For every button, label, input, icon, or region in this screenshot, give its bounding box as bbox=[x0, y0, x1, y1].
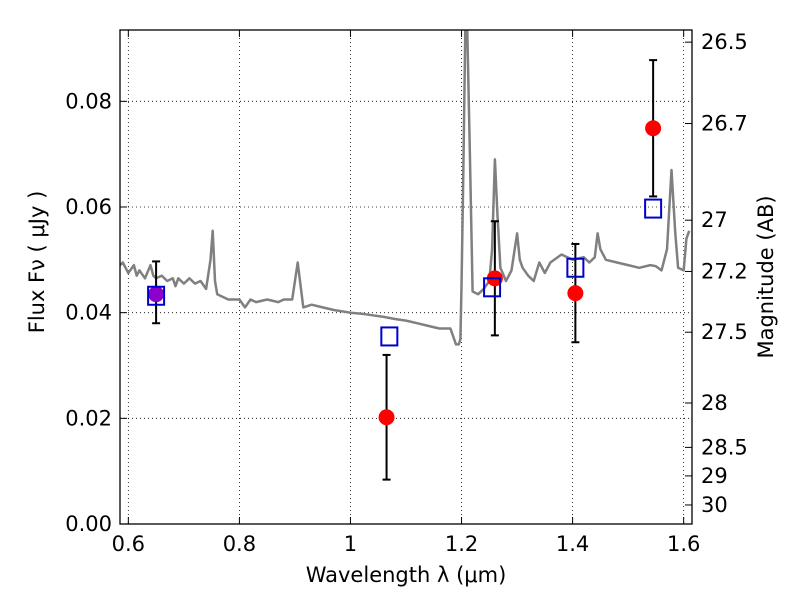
model-point bbox=[380, 326, 399, 347]
x-tick-label: 1.6 bbox=[667, 532, 700, 556]
y-axis-right-title: Magnitude (AB) bbox=[754, 195, 778, 358]
x-tick-label: 1.4 bbox=[556, 532, 589, 556]
mag-tick-label: 28.5 bbox=[701, 435, 748, 459]
ticks: 0.6 0.8 1 1.2 1.4 1.6 0.00 0.02 0.04 0.06 0.08 26.5… bbox=[65, 30, 748, 556]
grid-lines bbox=[120, 30, 692, 525]
mag-tick-label: 27 bbox=[701, 208, 728, 232]
plot-area bbox=[120, 30, 691, 481]
x-tick-label: 0.6 bbox=[112, 532, 145, 556]
x-tick-label: 1.2 bbox=[445, 532, 478, 556]
y-tick-label: 0.08 bbox=[65, 89, 112, 113]
y-tick-label: 0.02 bbox=[65, 406, 112, 430]
y-axis-title: Flux Fν ( μJy ) bbox=[25, 191, 49, 334]
x-tick-label: 1 bbox=[344, 532, 357, 556]
model-point bbox=[147, 285, 166, 306]
observed-point bbox=[148, 286, 165, 303]
mag-tick-label: 29 bbox=[701, 464, 728, 488]
y-tick-label: 0.04 bbox=[65, 301, 112, 325]
x-axis-title: Wavelength λ (μm) bbox=[306, 563, 507, 587]
mag-tick-label: 27.5 bbox=[701, 320, 748, 344]
spectrum-line bbox=[120, 30, 691, 346]
model-point bbox=[644, 198, 663, 219]
observed-point bbox=[567, 285, 584, 302]
mag-tick-label: 26.7 bbox=[701, 112, 748, 136]
plot-frame bbox=[119, 29, 693, 525]
mag-tick-label: 27.2 bbox=[701, 259, 748, 283]
y-tick-label: 0.06 bbox=[65, 195, 112, 219]
mag-tick-label: 30 bbox=[701, 493, 728, 517]
x-tick-label: 0.8 bbox=[223, 532, 256, 556]
model-point bbox=[566, 257, 585, 278]
observed-point bbox=[645, 120, 662, 137]
y-tick-label: 0.00 bbox=[65, 512, 112, 536]
observed-point bbox=[378, 409, 395, 426]
model-point bbox=[483, 277, 502, 298]
mag-tick-label: 28 bbox=[701, 391, 728, 415]
mag-tick-label: 26.5 bbox=[701, 30, 748, 54]
